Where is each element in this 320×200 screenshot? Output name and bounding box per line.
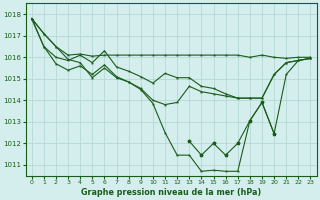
X-axis label: Graphe pression niveau de la mer (hPa): Graphe pression niveau de la mer (hPa) [81, 188, 261, 197]
